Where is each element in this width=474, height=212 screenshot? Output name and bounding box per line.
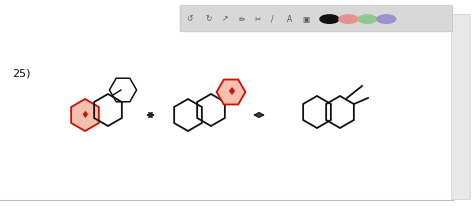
Text: A: A (286, 15, 292, 24)
FancyBboxPatch shape (180, 5, 453, 32)
Text: ✂: ✂ (255, 15, 262, 24)
Text: ▣: ▣ (302, 15, 310, 24)
Text: ↗: ↗ (222, 15, 228, 24)
Text: ↻: ↻ (205, 15, 212, 24)
Text: ✏: ✏ (238, 15, 245, 24)
Circle shape (339, 15, 358, 23)
Polygon shape (71, 99, 99, 131)
Text: ↺: ↺ (186, 15, 193, 24)
Circle shape (320, 15, 339, 23)
Text: 25): 25) (12, 68, 30, 78)
Polygon shape (217, 80, 246, 105)
Text: /: / (271, 15, 274, 24)
Circle shape (377, 15, 396, 23)
FancyBboxPatch shape (452, 14, 470, 200)
Text: ♦: ♦ (226, 87, 236, 97)
Text: ♦: ♦ (81, 110, 90, 120)
Circle shape (358, 15, 377, 23)
